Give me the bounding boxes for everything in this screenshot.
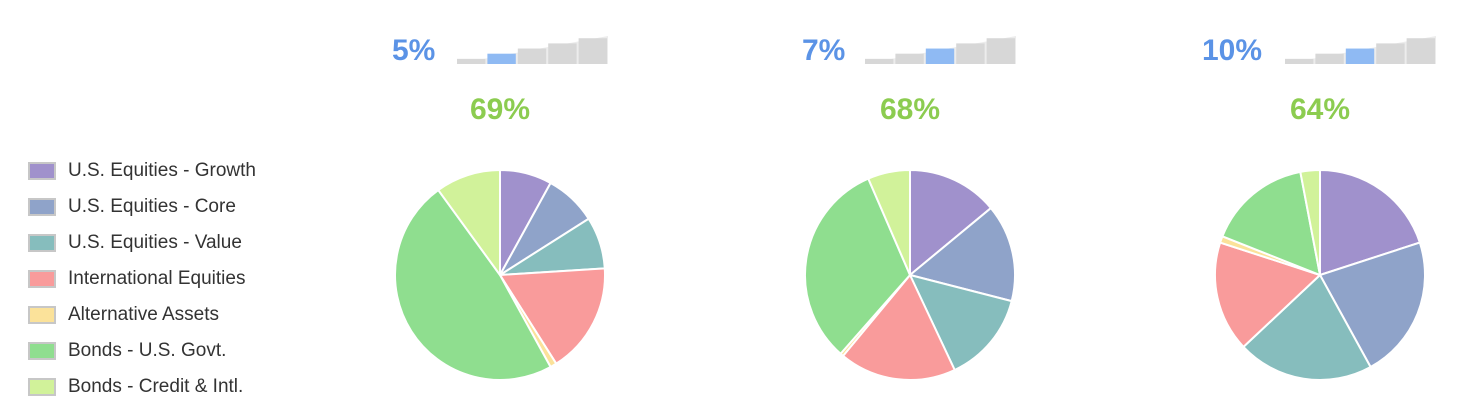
legend-swatch	[28, 342, 56, 360]
risk-meter-segment	[1376, 43, 1405, 64]
risk-meter-segment	[1285, 58, 1314, 64]
risk-percentage: 7%	[802, 34, 846, 67]
legend-swatch	[28, 306, 56, 324]
pie-slice-4	[498, 267, 606, 366]
pie-slice-1	[1319, 168, 1422, 277]
risk-percentage: 5%	[392, 34, 436, 67]
legend-item-govt-bonds: Bonds - U.S. Govt.	[28, 333, 256, 369]
legend-label: Bonds - U.S. Govt.	[68, 340, 227, 361]
legend-swatch	[28, 234, 56, 252]
risk-meter-segment	[1315, 53, 1344, 64]
legend-item-alternative: Alternative Assets	[28, 297, 256, 333]
risk-meter-segment	[865, 58, 894, 64]
pie-slice-6	[394, 188, 552, 381]
legend-item-growth: U.S. Equities - Growth	[28, 153, 256, 189]
risk-meter-segment	[986, 38, 1015, 64]
legend-swatch	[28, 378, 56, 396]
pie-slice-4	[841, 273, 957, 381]
legend-item-international: International Equities	[28, 261, 256, 297]
pie-slice-2	[907, 206, 1016, 303]
legend-swatch	[28, 198, 56, 216]
pie-slice-7	[1299, 168, 1321, 276]
pie-chart	[804, 168, 1016, 381]
legend-item-value: U.S. Equities - Value	[28, 225, 256, 261]
legend-label: International Equities	[68, 268, 246, 289]
pie-slice-2	[1318, 241, 1426, 369]
risk-meter-segment	[1406, 38, 1435, 64]
legend: U.S. Equities - Growth U.S. Equities - C…	[28, 153, 256, 405]
pie-slice-3	[908, 273, 1013, 372]
pie-slice-3	[1242, 273, 1372, 381]
pie-slice-1	[909, 168, 993, 278]
return-percentage: 68%	[879, 93, 941, 126]
pie-slice-7	[866, 168, 911, 276]
legend-label: U.S. Equities - Value	[68, 232, 242, 253]
risk-percentage: 10%	[1202, 34, 1263, 67]
return-percentage: 64%	[1289, 93, 1351, 126]
risk-meter	[864, 36, 1016, 64]
legend-item-credit-bonds: Bonds - Credit & Intl.	[28, 369, 256, 405]
legend-label: U.S. Equities - Growth	[68, 160, 256, 181]
risk-meter-segment	[1345, 48, 1375, 64]
legend-swatch	[28, 162, 56, 180]
legend-label: Bonds - Credit & Intl.	[68, 376, 244, 397]
risk-meter-segment	[457, 58, 486, 64]
risk-meter	[1284, 36, 1436, 64]
risk-meter-segment	[956, 43, 985, 64]
risk-meter-segment	[578, 38, 607, 64]
risk-meter-segment	[925, 48, 955, 64]
portfolio-panel-3: 10% 64%	[1180, 0, 1460, 420]
risk-meter	[456, 36, 608, 64]
pie-slice-7	[436, 168, 501, 279]
portfolio-panel-1: 5% 69%	[360, 0, 640, 420]
portfolio-panel-2: 7% 68%	[770, 0, 1050, 420]
pie-chart	[394, 168, 606, 381]
legend-swatch	[28, 270, 56, 288]
risk-meter-segment	[517, 48, 547, 64]
risk-meter-segment	[487, 53, 516, 64]
risk-meter-segment	[548, 43, 577, 64]
pie-slice-4	[1214, 241, 1322, 349]
legend-label: U.S. Equities - Core	[68, 196, 236, 217]
legend-label: Alternative Assets	[68, 304, 220, 325]
pie-slice-6	[804, 177, 912, 356]
legend-item-core: U.S. Equities - Core	[28, 189, 256, 225]
pie-chart	[1214, 168, 1426, 381]
risk-meter-segment	[895, 53, 924, 64]
pie-slice-6	[1221, 170, 1322, 277]
return-percentage: 69%	[469, 93, 531, 126]
